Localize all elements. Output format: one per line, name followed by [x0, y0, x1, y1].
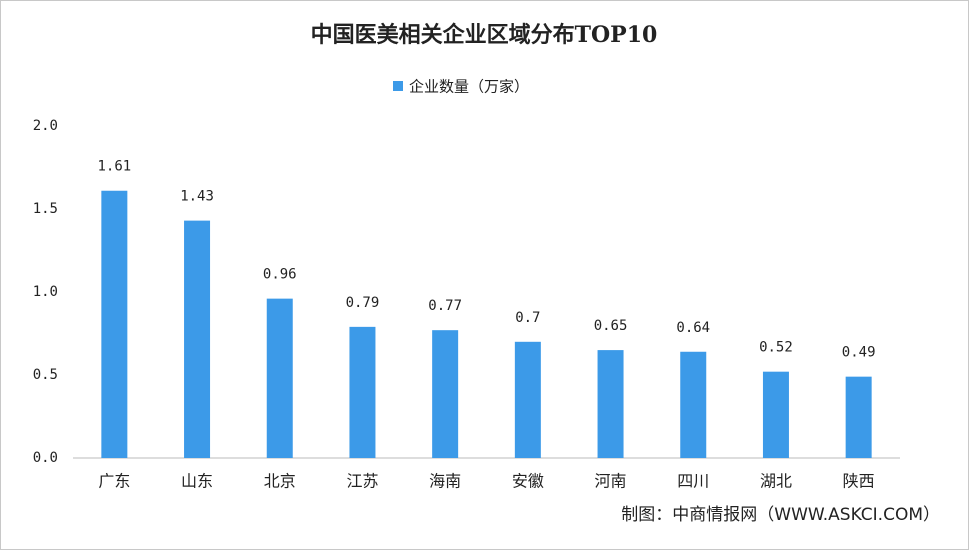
- y-tick-label: 1.5: [33, 201, 58, 217]
- source-note: 制图：中商情报网（WWW.ASKCI.COM）: [621, 505, 940, 525]
- bar: [432, 330, 459, 458]
- x-tick-label: 陕西: [843, 472, 875, 491]
- x-tick-label: 安徽: [512, 472, 544, 491]
- y-tick-label: 0.0: [33, 450, 58, 466]
- legend-swatch: [393, 81, 403, 91]
- y-tick-label: 1.0: [33, 284, 58, 300]
- y-tick-label: 0.5: [33, 367, 58, 383]
- y-tick-label: 2.0: [33, 118, 58, 134]
- data-label: 0.7: [515, 310, 540, 326]
- data-label: 0.52: [759, 340, 793, 356]
- data-label: 0.96: [263, 267, 297, 283]
- x-tick-label: 北京: [264, 472, 296, 491]
- data-label: 0.65: [594, 318, 628, 334]
- x-tick-label: 四川: [677, 472, 709, 491]
- data-label: 0.64: [676, 320, 710, 336]
- chart-title: 中国医美相关企业区域分布TOP10: [311, 22, 658, 48]
- bar: [845, 376, 872, 458]
- data-label: 0.79: [346, 295, 380, 311]
- x-tick-label: 江苏: [346, 472, 378, 491]
- bar: [349, 326, 376, 458]
- bar: [762, 371, 789, 458]
- legend-label: 企业数量（万家）: [409, 78, 529, 96]
- bar: [266, 298, 293, 458]
- data-label: 1.61: [97, 159, 131, 175]
- data-label: 0.49: [842, 345, 876, 361]
- bar: [184, 220, 211, 458]
- data-label: 0.77: [428, 298, 462, 314]
- x-tick-label: 山东: [181, 472, 213, 491]
- x-tick-label: 广东: [98, 472, 130, 491]
- x-tick-label: 湖北: [760, 472, 792, 491]
- x-tick-label: 河南: [595, 472, 627, 491]
- data-label: 1.43: [180, 189, 214, 205]
- x-tick-label: 海南: [429, 472, 461, 491]
- bar: [597, 350, 624, 458]
- bar: [101, 190, 128, 459]
- bar: [514, 341, 541, 458]
- bar: [680, 351, 707, 458]
